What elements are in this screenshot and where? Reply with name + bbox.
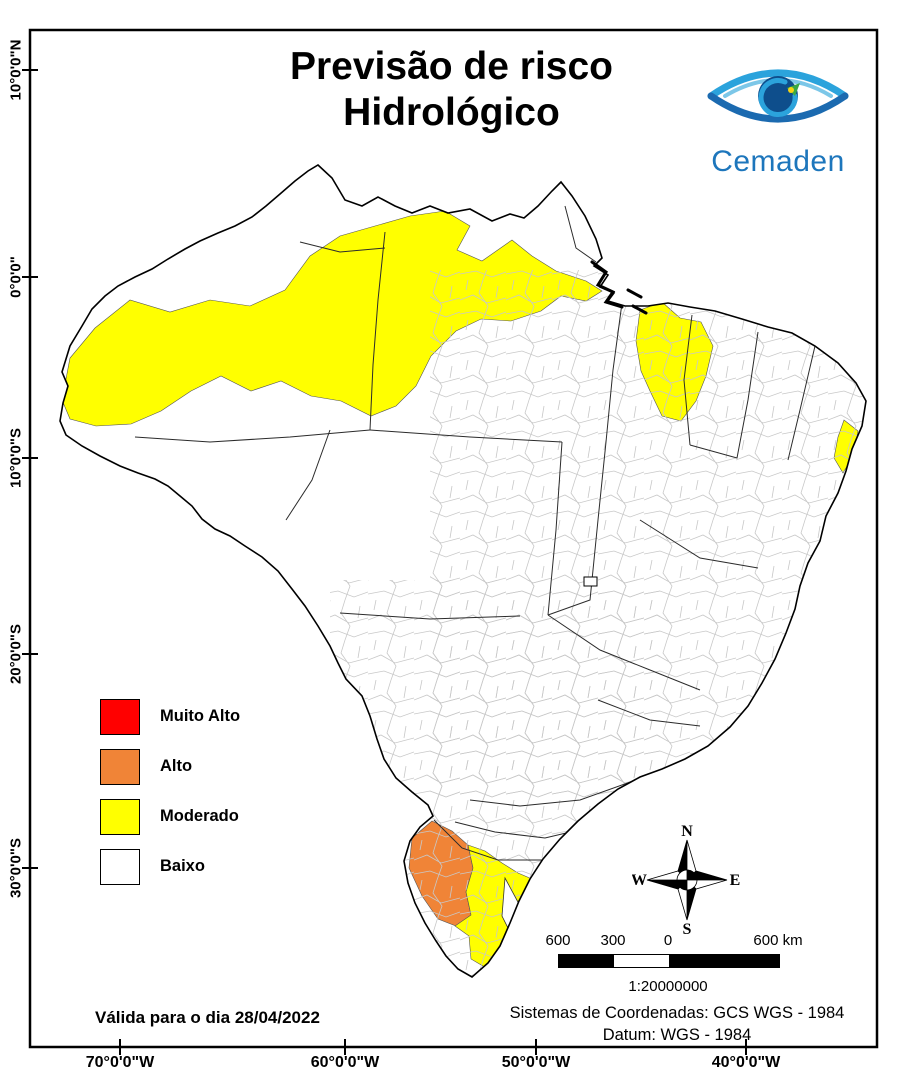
scale-label-600-km: 600 km	[753, 932, 803, 949]
compass-east-label: E	[730, 872, 741, 889]
cemaden-logo-icon	[707, 69, 849, 123]
map-title-line1: Previsão de risco	[289, 45, 613, 88]
amazon-delta-coastline	[590, 260, 648, 315]
legend-item-alto: Alto	[100, 748, 240, 785]
legend-item-muito-alto: Muito Alto	[100, 698, 240, 735]
axis-ticks	[22, 69, 747, 1055]
legend-label-muito-alto: Muito Alto	[160, 707, 241, 725]
scale-label-600-left: 600	[545, 932, 571, 949]
legend-swatch-moderado	[100, 798, 140, 835]
distrito-federal	[583, 576, 598, 587]
compass-north-label: N	[681, 824, 693, 840]
legend-label-baixo: Baixo	[160, 857, 205, 875]
axis-label-lat-10s: 10°0'0"S	[7, 427, 25, 489]
scale-bar: 600 300 0 600 km 1:20000000	[545, 932, 815, 996]
cemaden-logo: Cemaden	[688, 50, 868, 179]
legend-item-moderado: Moderado	[100, 798, 240, 835]
legend-swatch-baixo	[100, 848, 140, 885]
scale-label-0: 0	[663, 932, 673, 949]
legend-label-alto: Alto	[160, 757, 193, 775]
compass-rose-icon: N E S W	[632, 824, 741, 936]
legend-label-moderado: Moderado	[160, 807, 239, 825]
datum-line: Datum: WGS - 1984	[602, 1026, 752, 1045]
coordinate-system-line: Sistemas de Coordenadas: GCS WGS - 1984	[509, 1004, 845, 1022]
coordinate-system-info: Sistemas de Coordenadas: GCS WGS - 1984 …	[480, 1002, 874, 1047]
scale-segment	[669, 955, 779, 967]
axis-label-lat-10n: 10°0'0"N	[7, 39, 25, 101]
scale-segment	[614, 955, 669, 967]
scale-ratio: 1:20000000	[628, 978, 708, 995]
map-frame-border	[28, 28, 879, 1049]
axis-label-lon-50w: 50°0'0"W	[501, 1054, 571, 1071]
scale-segment	[559, 955, 614, 967]
scale-label-300: 300	[600, 932, 626, 949]
state-boundaries	[134, 205, 816, 861]
axis-label-lon-40w: 40°0'0"W	[711, 1054, 781, 1071]
axis-label-lon-60w: 60°0'0"W	[310, 1054, 380, 1071]
map-title: Previsão de risco Hidrológico	[0, 44, 903, 136]
legend-swatch-muito-alto	[100, 698, 140, 735]
compass-west-label: W	[632, 872, 647, 889]
axis-label-lon-70w: 70°0'0"W	[85, 1054, 155, 1071]
compass-south-label: S	[683, 921, 692, 936]
map-title-line2: Hidrológico	[343, 91, 560, 135]
axis-label-lat-20s: 20°0'0"S	[7, 623, 25, 685]
axis-label-lat-0: 0°0'0"	[7, 256, 25, 298]
axis-label-lat-30s: 30°0'0"S	[7, 837, 25, 899]
legend-swatch-alto	[100, 748, 140, 785]
risk-legend: Muito Alto Alto Moderado Baixo	[100, 698, 240, 885]
scale-bar-segments	[558, 954, 780, 968]
validity-date: Válida para o dia 28/04/2022	[95, 1008, 320, 1027]
legend-item-baixo: Baixo	[100, 848, 240, 885]
cemaden-logo-text: Cemaden	[711, 145, 845, 178]
